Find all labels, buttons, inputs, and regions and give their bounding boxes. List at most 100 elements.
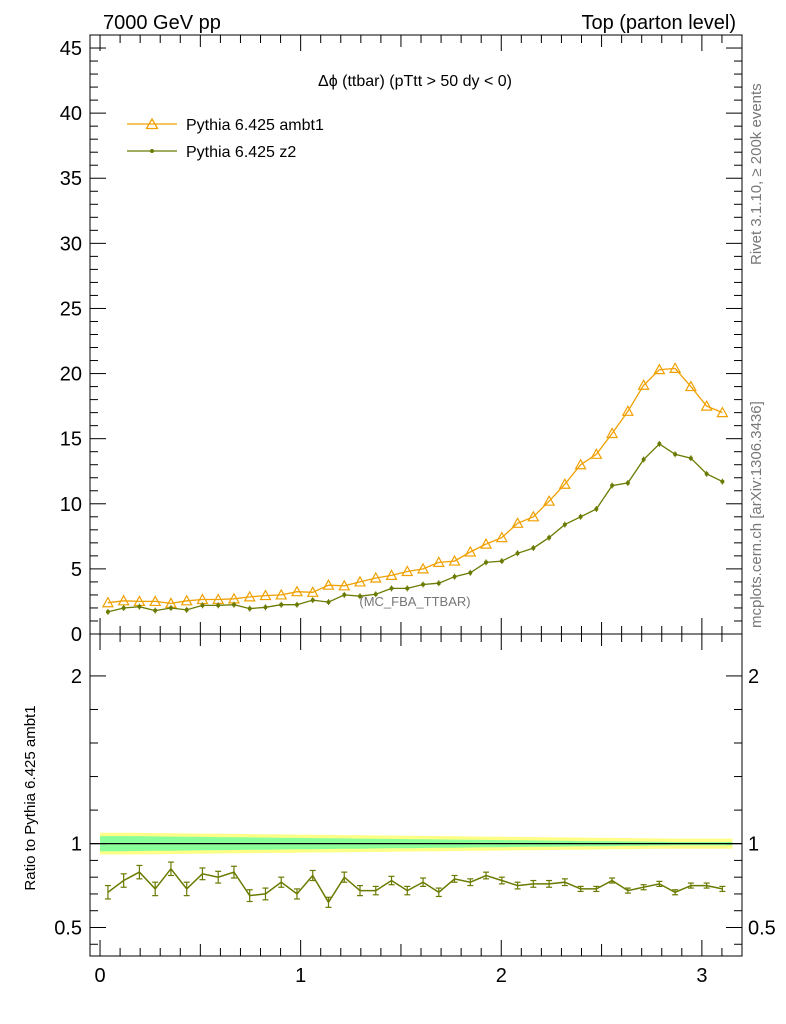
point-ambt1 (653, 363, 666, 375)
point-z2 (515, 551, 520, 556)
point-ambt1 (669, 362, 682, 373)
point-z2 (484, 560, 489, 565)
x-tick-label: 3 (696, 965, 707, 987)
ratio-line-z2 (107, 867, 723, 904)
point-z2 (452, 574, 457, 579)
point-ambt1 (448, 554, 461, 566)
point-ambt1 (275, 588, 288, 600)
ratio-y-tick-label: 2 (71, 666, 82, 688)
series-line-ambt1 (107, 367, 723, 605)
point-z2 (688, 456, 693, 461)
point-z2 (358, 594, 363, 599)
ratio-y-tick-label-right: 2 (748, 666, 759, 688)
ratio-series (104, 861, 726, 908)
point-z2 (578, 514, 583, 519)
x-tick-label: 2 (496, 965, 507, 987)
point-ambt1 (464, 545, 477, 557)
point-z2 (673, 452, 678, 457)
ratio-y-tick-label-right: 0.5 (748, 917, 776, 939)
legend-label-ambt1: Pythia 6.425 ambt1 (186, 117, 324, 134)
series-line-z2 (107, 443, 723, 613)
point-ambt1 (180, 594, 193, 606)
point-z2 (436, 581, 441, 586)
point-ambt1 (243, 590, 256, 602)
point-ambt1 (417, 562, 430, 574)
ratio-ylabel: Ratio to Pythia 6.425 ambt1 (22, 705, 39, 890)
point-z2 (389, 586, 394, 591)
point-ambt1 (401, 565, 414, 577)
point-z2 (373, 592, 378, 597)
point-z2 (547, 535, 552, 540)
ratio-y-tick-label-right: 1 (748, 834, 759, 856)
point-ambt1 (306, 586, 319, 597)
point-z2 (704, 471, 709, 476)
point-ambt1 (700, 399, 713, 411)
header-left: 7000 GeV pp (103, 12, 221, 34)
point-ambt1 (290, 585, 303, 597)
legend: Pythia 6.425 ambt1 Pythia 6.425 z2 (127, 117, 324, 161)
point-z2 (137, 604, 142, 609)
main-y-tick-label: 10 (60, 494, 82, 516)
main-series (101, 362, 729, 615)
x-tick-label: 0 (94, 965, 105, 987)
point-ambt1 (369, 571, 382, 583)
point-ambt1 (637, 379, 650, 390)
point-z2 (625, 480, 630, 485)
point-ambt1 (495, 531, 508, 543)
header-right: Top (parton level) (581, 12, 736, 34)
point-ambt1 (259, 589, 272, 601)
point-ambt1 (606, 427, 619, 439)
legend-label-z2: Pythia 6.425 z2 (186, 144, 296, 161)
point-z2 (562, 522, 567, 527)
point-z2 (326, 600, 331, 605)
point-z2 (531, 546, 536, 551)
main-y-tick-label: 45 (60, 38, 82, 60)
point-z2 (231, 602, 236, 607)
main-y-tick-label: 35 (60, 168, 82, 190)
ratio-y-tick-label: 1 (71, 834, 82, 856)
point-ambt1 (338, 579, 351, 591)
x-tick-label: 1 (295, 965, 306, 987)
mcplots-label: mcplots.cern.ch [arXiv:1306.3436] (748, 401, 765, 628)
main-y-tick-label: 20 (60, 364, 82, 386)
main-y-tick-label: 15 (60, 429, 82, 451)
point-ambt1 (684, 380, 697, 392)
point-z2 (499, 559, 504, 564)
point-ambt1 (117, 594, 130, 606)
point-z2 (405, 586, 410, 591)
point-ambt1 (511, 517, 524, 528)
point-ambt1 (480, 537, 493, 549)
main-y-tick-label: 5 (71, 559, 82, 581)
ratio-y-tick-label: 0.5 (54, 917, 82, 939)
legend-dot-marker (150, 149, 154, 153)
point-ambt1 (149, 595, 162, 607)
point-z2 (168, 605, 173, 610)
main-y-tick-label: 30 (60, 233, 82, 255)
point-ambt1 (385, 569, 398, 581)
point-z2 (594, 506, 599, 511)
point-ambt1 (558, 478, 571, 489)
point-z2 (720, 479, 725, 484)
analysis-annotation: (MC_FBA_TTBAR) (359, 594, 470, 609)
main-panel: 0 5 10 15 20 25 30 35 40 45 (60, 34, 743, 646)
point-z2 (247, 606, 252, 611)
ratio-frame (89, 633, 743, 957)
point-ambt1 (322, 578, 335, 590)
ratio-panel: 0.5 0.5 1 1 2 2 0 1 2 3 (54, 633, 776, 987)
point-ambt1 (543, 494, 556, 506)
point-ambt1 (432, 556, 445, 567)
point-z2 (342, 592, 347, 597)
legend-triangle-marker (145, 117, 159, 130)
plot-title: Δϕ (ttbar) (pTtt > 50 dy < 0) (318, 73, 512, 90)
point-z2 (421, 582, 426, 587)
point-z2 (153, 608, 158, 613)
point-z2 (279, 602, 284, 607)
point-ambt1 (527, 510, 540, 522)
main-y-tick-label: 40 (60, 103, 82, 125)
point-z2 (468, 570, 473, 575)
point-z2 (294, 602, 299, 607)
point-ambt1 (574, 458, 587, 470)
point-ambt1 (621, 405, 634, 416)
point-z2 (105, 609, 110, 614)
